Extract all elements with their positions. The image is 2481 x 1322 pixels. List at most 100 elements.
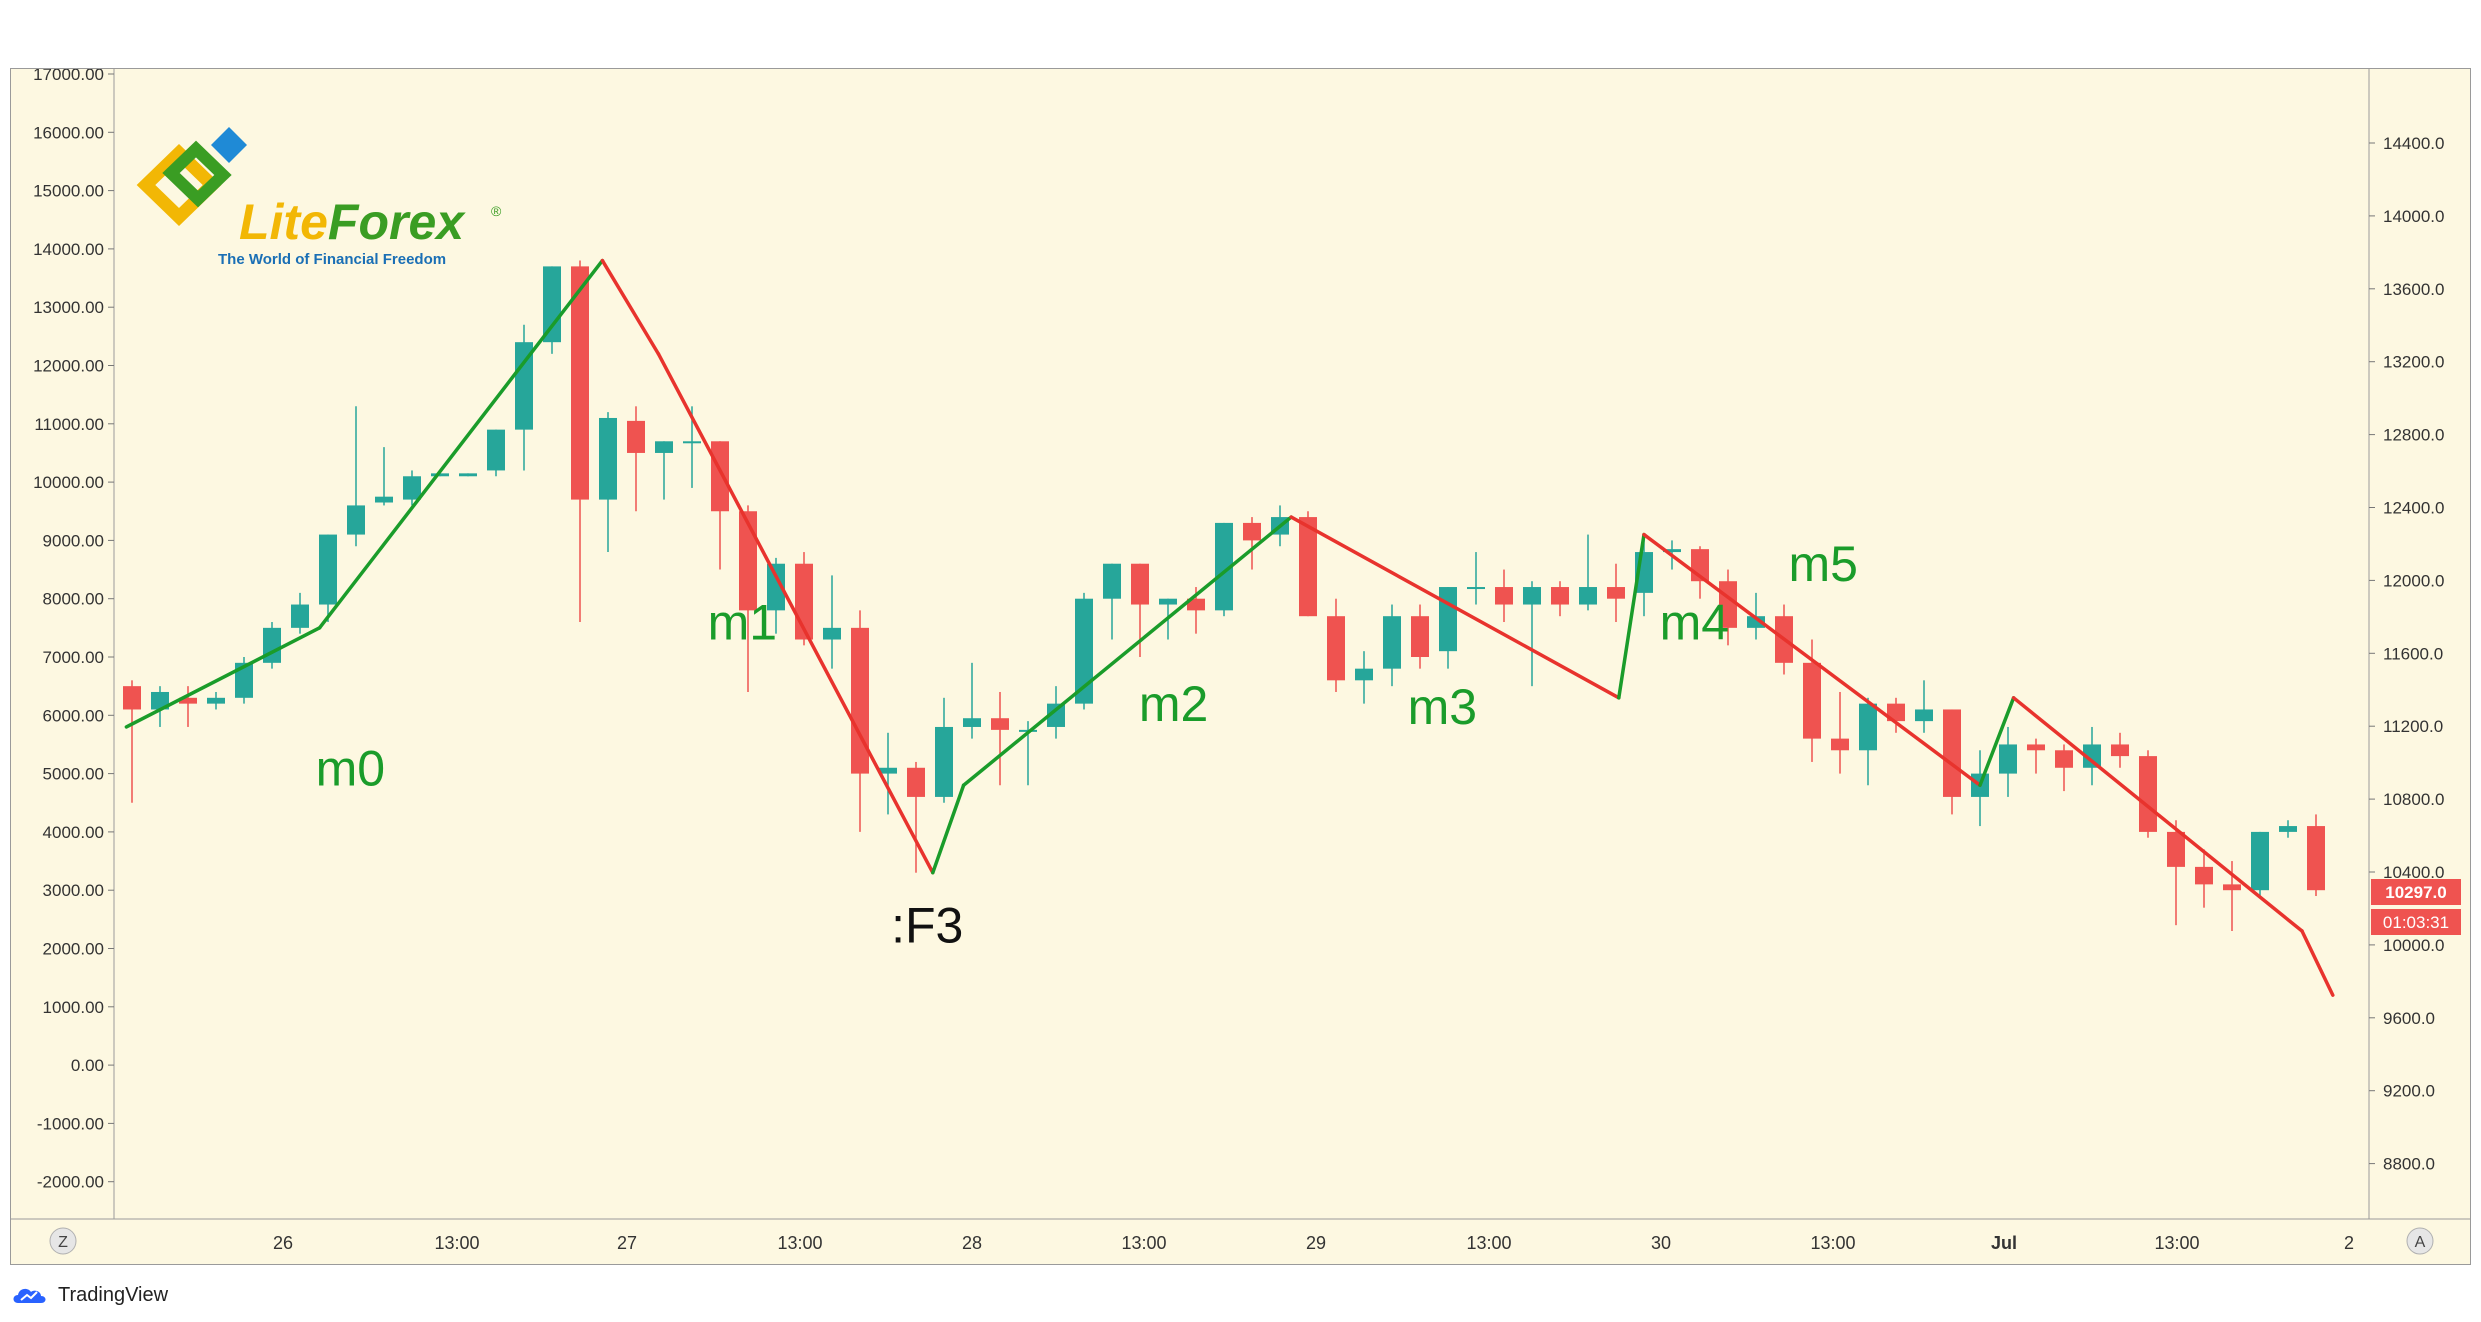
- left-axis-label: 7000.00: [43, 648, 104, 667]
- candle-body-bear: [2139, 756, 2157, 832]
- time-axis-label: 29: [1306, 1233, 1326, 1253]
- candle-body-bull: [2083, 744, 2101, 768]
- candle: [1915, 680, 1933, 733]
- candle: [263, 622, 281, 669]
- candle: [1859, 697, 1877, 786]
- time-axis-label: 13:00: [777, 1233, 822, 1253]
- zigzag-down-segment: [2300, 929, 2335, 997]
- auto-scale-left-button[interactable]: Z: [49, 1227, 77, 1255]
- candle-body-bull: [291, 604, 309, 628]
- candle-body-bear: [2195, 866, 2213, 885]
- left-price-axis[interactable]: 17000.00 16000.00 15000.00 14000.00 13000.00…: [33, 65, 114, 1192]
- left-corner-button-bg: [49, 1227, 77, 1255]
- liteforex-logo: LiteForex ® The World of Financial Freed…: [136, 127, 502, 268]
- candle: [1999, 726, 2017, 797]
- candle-body-bear: [851, 627, 869, 774]
- candle-body-bear: [2223, 884, 2241, 891]
- candle-body-bull: [235, 662, 253, 698]
- time-axis-label: Jul: [1991, 1233, 2017, 1253]
- candle: [1355, 651, 1373, 704]
- candle: [1047, 686, 1065, 739]
- candle: [599, 412, 617, 553]
- candle-body-bull: [1383, 616, 1401, 669]
- candle-body-bull: [1355, 668, 1373, 681]
- candle-body-bear: [1327, 616, 1345, 681]
- countdown-label: 01:03:31: [2383, 913, 2449, 932]
- candle: [179, 686, 197, 727]
- candle: [1103, 563, 1121, 640]
- plot-area[interactable]: [11, 69, 2470, 1220]
- zigzag-up-segment: [931, 783, 966, 875]
- logo-forex: Forex: [328, 194, 466, 250]
- candle-body-bull: [1859, 703, 1877, 751]
- tradingview-label: TradingView: [58, 1283, 169, 1306]
- left-axis-label: 8000.00: [43, 590, 104, 609]
- candle-body-bear: [1803, 662, 1821, 739]
- candle: [2055, 744, 2073, 792]
- candle-body-bull: [683, 441, 701, 444]
- candle-body-bear: [627, 420, 645, 453]
- candle-body-bull: [1467, 587, 1485, 590]
- candle: [2083, 726, 2101, 786]
- candle-body-bear: [1131, 563, 1149, 605]
- right-axis-label: 10400.0: [2383, 863, 2444, 882]
- zigzag-up-segment: [124, 626, 322, 729]
- zigzag-up-segment: [317, 258, 605, 630]
- tradingview-attribution[interactable]: TradingView: [10, 1280, 168, 1310]
- candle-body-bear: [1187, 598, 1205, 611]
- time-axis-label: 13:00: [2154, 1233, 2199, 1253]
- tradingview-cloud-icon: [13, 1288, 46, 1303]
- candle: [963, 662, 981, 739]
- candle-body-bear: [1887, 703, 1905, 722]
- left-axis-label: 9000.00: [43, 531, 104, 550]
- time-axis-label: 2: [2344, 1233, 2354, 1253]
- candles: [123, 260, 2325, 932]
- candle: [151, 686, 169, 727]
- wave-label: m5: [1788, 536, 1857, 592]
- candle-body-bull: [1159, 598, 1177, 605]
- time-axis-label: 28: [962, 1233, 982, 1253]
- candle: [1299, 511, 1317, 617]
- logo-registered-mark: ®: [491, 203, 502, 219]
- candle-body-bull: [1075, 598, 1093, 704]
- candle: [543, 266, 561, 354]
- candle-body-bull: [823, 627, 841, 640]
- right-axis-label: 12800.0: [2383, 426, 2444, 445]
- candle-body-bull: [599, 417, 617, 500]
- candle: [907, 761, 925, 873]
- plot-background: [114, 69, 2369, 1219]
- right-price-axis[interactable]: 14400.0 14000.0 13600.0 13200.0 12800.0 12400…: [2369, 134, 2444, 1174]
- candle-body-bull: [459, 473, 477, 477]
- zigzag-up-segment: [1617, 532, 1646, 700]
- right-axis-label: 9200.0: [2383, 1082, 2435, 1101]
- auto-scale-right-button[interactable]: A: [2406, 1227, 2434, 1255]
- candle: [1243, 517, 1261, 570]
- candle: [2307, 814, 2325, 897]
- left-axis-label: 0.00: [71, 1056, 104, 1075]
- candle-body-bull: [1663, 549, 1681, 553]
- candle-body-bear: [1943, 709, 1961, 797]
- right-corner-button-label: A: [2415, 1234, 2426, 1251]
- chart-frame: 17000.00 16000.00 15000.00 14000.00 13000.00…: [10, 65, 2471, 1265]
- candle-body-bull: [403, 476, 421, 500]
- candle: [1327, 598, 1345, 692]
- left-axis-label: 14000.00: [33, 240, 104, 259]
- candle-body-bear: [1831, 738, 1849, 751]
- right-axis-label: 13600.0: [2383, 280, 2444, 299]
- candle-body-bear: [2167, 831, 2185, 867]
- candle: [1467, 552, 1485, 605]
- time-axis[interactable]: 26 13:00 27 13:00 28 13:00 29 13:00 30 13:00 Jul 13…: [49, 1227, 2434, 1255]
- candle-body-bull: [1915, 709, 1933, 722]
- candle: [991, 691, 1009, 786]
- candle: [2027, 738, 2045, 774]
- candle: [739, 505, 757, 692]
- candle-body-bear: [907, 767, 925, 797]
- candle-body-bull: [347, 505, 365, 535]
- candle: [1579, 534, 1597, 611]
- candle-body-bear: [123, 686, 141, 710]
- candle-body-bull: [1747, 616, 1765, 628]
- wave-label: m2: [1139, 676, 1208, 732]
- left-axis-label: 16000.00: [33, 123, 104, 142]
- left-axis-label: 15000.00: [33, 182, 104, 201]
- candle-body-bull: [263, 627, 281, 663]
